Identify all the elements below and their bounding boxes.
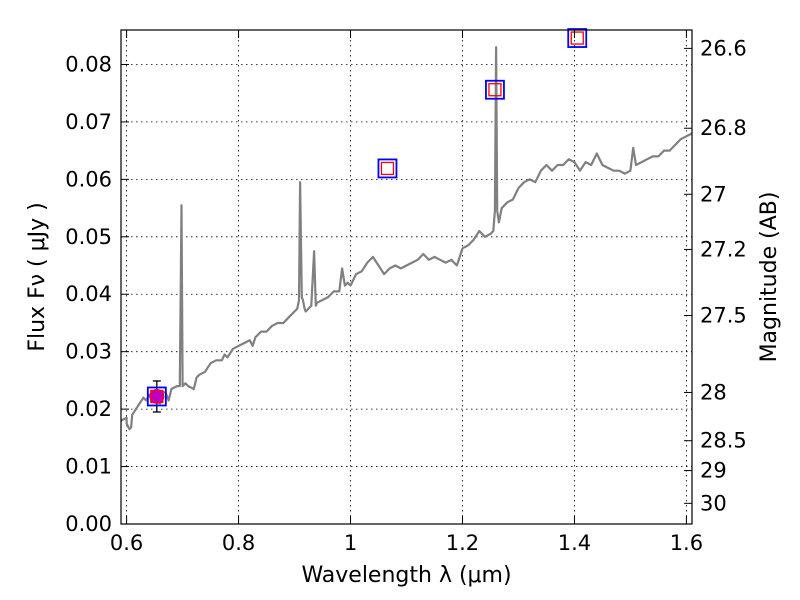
right-axis-ticks: 26.6 26.8 27 27.2 27.5 28 28.5 29 30: [684, 36, 747, 515]
spectrum-line: [121, 46, 692, 431]
y-tick-label: 0.04: [65, 282, 112, 306]
plot-frame: [120, 29, 693, 525]
grid-lines: [121, 30, 692, 525]
model-photometry-marker: [150, 389, 164, 404]
observed-photometry-marker: [146, 386, 167, 407]
right-tick-label: 27.2: [700, 237, 747, 261]
right-tick-label: 30: [700, 491, 727, 515]
x-tick-label: 1: [344, 531, 357, 555]
right-axis-label: Magnitude (AB): [757, 192, 782, 363]
y-tick-label: 0.07: [65, 110, 112, 134]
right-tick-label: 27.5: [700, 303, 747, 327]
x-axis-label: Wavelength λ (μm): [301, 563, 511, 588]
x-axis-ticks: 0.6 0.8 1 1.2 1.4 1.6: [110, 30, 703, 555]
y-tick-label: 0.03: [65, 340, 112, 364]
right-tick-label: 28.5: [700, 429, 747, 453]
observed-photometry-marker: [377, 158, 398, 179]
right-tick-label: 29: [700, 459, 727, 483]
y-tick-label: 0.01: [65, 455, 112, 479]
x-tick-label: 1.2: [446, 531, 479, 555]
y-tick-label: 0.00: [65, 512, 112, 536]
right-tick-label: 27: [700, 182, 727, 206]
right-tick-label: 26.8: [700, 116, 747, 140]
model-photometry-marker: [380, 161, 395, 176]
model-photometry-marker: [488, 83, 502, 97]
y-axis-label: Flux Fν ( μJy ): [25, 202, 50, 351]
x-tick-label: 0.8: [222, 531, 255, 555]
y-axis-ticks: 0.00 0.01 0.02 0.03 0.04 0.05 0.06 0.07 0.08: [65, 52, 129, 536]
x-tick-label: 1.6: [670, 531, 703, 555]
photometry-markers: [146, 28, 588, 413]
observed-photometry-marker: [485, 79, 505, 100]
observed-photometry-marker: [567, 28, 588, 48]
y-tick-label: 0.05: [65, 225, 112, 249]
right-tick-label: 26.6: [700, 36, 747, 60]
x-tick-label: 1.4: [558, 531, 591, 555]
y-tick-label: 0.06: [65, 167, 112, 191]
measured-flux-point: [149, 388, 165, 404]
model-photometry-marker: [570, 31, 584, 45]
spectrum-series: [121, 46, 692, 431]
right-tick-label: 28: [700, 380, 727, 404]
x-tick-label: 0.6: [110, 531, 143, 555]
y-tick-label: 0.02: [65, 397, 112, 421]
y-tick-label: 0.08: [65, 52, 112, 76]
